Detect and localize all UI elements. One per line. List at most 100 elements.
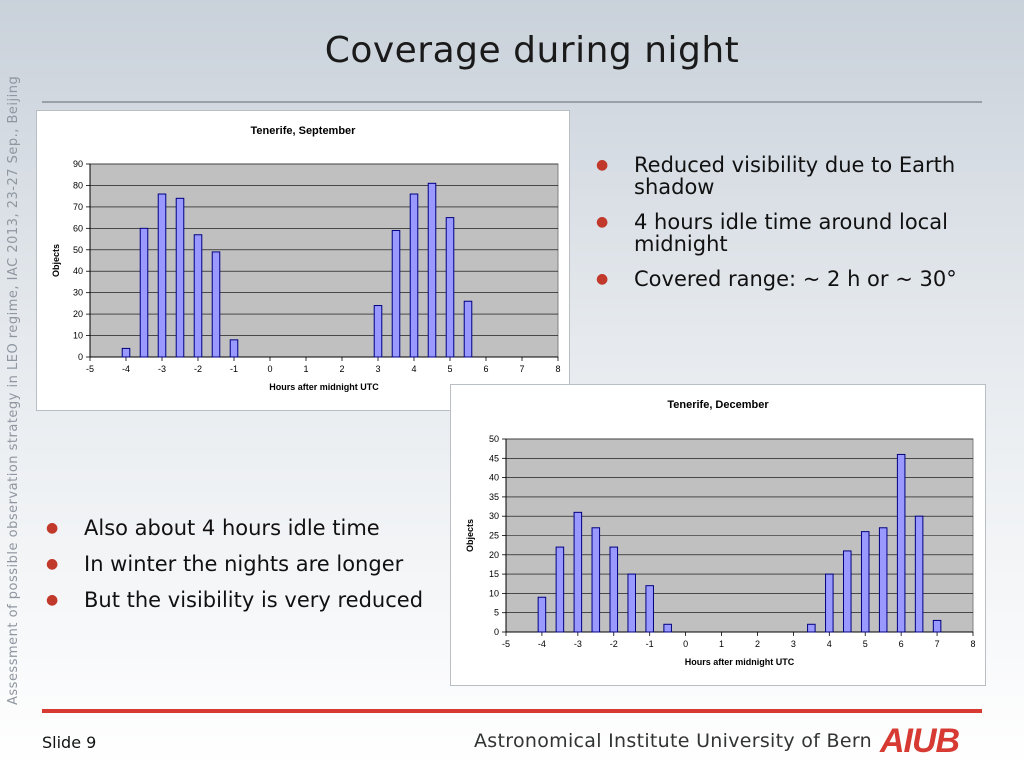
y-tick-label: 70 — [73, 202, 83, 212]
bar — [175, 197, 185, 358]
y-tick-label: 80 — [73, 180, 83, 190]
y-tick-label: 5 — [494, 608, 499, 618]
y-tick-label: 90 — [73, 159, 83, 169]
bullet-item: ● 4 hours idle time around local midnight — [596, 210, 948, 256]
x-tick-label: -4 — [122, 364, 130, 374]
bar — [591, 527, 601, 633]
y-tick-label: 20 — [489, 550, 499, 560]
bar — [645, 585, 654, 633]
institute-name: Astronomical Institute University of Ber… — [474, 730, 872, 752]
bar — [573, 511, 583, 633]
x-tick-label: 3 — [791, 639, 796, 649]
plot-area — [89, 163, 559, 358]
slide-number: Slide 9 — [42, 733, 97, 752]
y-tick-label: 30 — [73, 288, 83, 298]
bar — [463, 300, 473, 358]
x-tick-label: -3 — [574, 639, 582, 649]
x-axis-label: Hours after midnight UTC — [269, 382, 379, 392]
bar — [427, 182, 437, 358]
y-tick-label: 10 — [489, 588, 499, 598]
x-tick-label: 6 — [483, 364, 488, 374]
y-tick-label: 35 — [489, 492, 499, 502]
bullet-dot-icon: ● — [596, 271, 609, 287]
x-tick-label: 5 — [447, 364, 452, 374]
chart-title: Tenerife, December — [667, 399, 769, 411]
bar — [914, 515, 924, 633]
bar — [896, 453, 906, 633]
bullet-item: ● Also about 4 hours idle time — [46, 516, 380, 540]
x-tick-label: -4 — [538, 639, 546, 649]
x-tick-label: 7 — [935, 639, 940, 649]
y-tick-label: 45 — [489, 453, 499, 463]
aiub-logo: AIUB — [880, 722, 960, 760]
x-tick-label: -5 — [86, 364, 94, 374]
y-axis-label: Objects — [51, 244, 61, 277]
bar — [555, 546, 565, 633]
y-tick-label: 30 — [489, 511, 499, 521]
x-axis-label: Hours after midnight UTC — [685, 657, 795, 667]
bar — [409, 193, 419, 358]
bar — [807, 623, 816, 633]
y-tick-label: 50 — [73, 245, 83, 255]
footer-divider — [42, 709, 982, 713]
y-tick-label: 0 — [494, 627, 499, 637]
bar — [373, 305, 383, 358]
bar — [445, 217, 455, 358]
bullet-item: ● Covered range: ~ 2 h or ~ 30° — [596, 267, 957, 291]
y-tick-label: 60 — [73, 223, 83, 233]
x-tick-label: -2 — [610, 639, 618, 649]
x-tick-label: 0 — [267, 364, 272, 374]
y-tick-label: 0 — [78, 352, 83, 362]
chart-december-svg: Tenerife, December05101520253035404550-5… — [465, 399, 976, 667]
y-tick-label: 10 — [73, 331, 83, 341]
title-divider — [42, 101, 982, 103]
bar — [878, 527, 888, 633]
bar — [663, 623, 672, 633]
x-tick-label: 3 — [375, 364, 380, 374]
y-tick-label: 50 — [489, 434, 499, 444]
bar — [157, 193, 167, 358]
x-tick-label: 8 — [970, 639, 975, 649]
x-tick-label: 4 — [411, 364, 416, 374]
right-bullet-list: ● Reduced visibility due to Earth shadow … — [596, 154, 991, 303]
y-tick-label: 20 — [73, 309, 83, 319]
bar — [391, 229, 401, 358]
chart-september: Tenerife, September 0 10 20 30 40 50 60 70 80 90 -5… — [36, 110, 570, 411]
x-tick-label: -3 — [158, 364, 166, 374]
y-tick-label: 40 — [73, 266, 83, 276]
bar — [193, 234, 203, 358]
chart-title: Tenerife, September — [251, 125, 357, 137]
side-caption: Assessment of possible observation strat… — [6, 75, 21, 705]
bar — [211, 251, 221, 358]
bar — [139, 227, 149, 358]
bullet-dot-icon: ● — [596, 214, 609, 230]
bar — [842, 550, 852, 633]
bar — [627, 573, 637, 633]
bullet-item: ● Reduced visibility due to Earth shadow — [596, 153, 956, 199]
x-tick-label: 1 — [719, 639, 724, 649]
y-axis-label: Objects — [465, 519, 475, 552]
bar — [229, 339, 239, 358]
bullet-item: ● But the visibility is very reduced — [46, 588, 424, 612]
bullet-dot-icon: ● — [596, 157, 609, 173]
x-tick-label: 6 — [899, 639, 904, 649]
chart-december: Tenerife, December 0 5 10 15 20 25 30 35 40 45 50 -5… — [450, 384, 986, 686]
x-tick-label: 7 — [519, 364, 524, 374]
x-tick-label: 8 — [555, 364, 560, 374]
x-tick-label: 4 — [827, 639, 832, 649]
x-tick-label: -2 — [194, 364, 202, 374]
bar — [860, 531, 870, 633]
x-tick-label: -5 — [502, 639, 510, 649]
bullet-item: ● In winter the nights are longer — [46, 552, 404, 576]
x-tick-label: 2 — [755, 639, 760, 649]
bar — [932, 619, 942, 633]
y-tick-label: 40 — [489, 473, 499, 483]
left-bullet-list: ● Also about 4 hours idle time ● In winter… — [46, 516, 446, 624]
x-tick-label: 2 — [339, 364, 344, 374]
bullet-dot-icon: ● — [46, 520, 59, 536]
chart-september-svg: Tenerife, September0102030405060708090-5… — [51, 125, 561, 392]
bar — [121, 347, 131, 358]
x-tick-label: 1 — [303, 364, 308, 374]
bullet-dot-icon: ● — [46, 556, 59, 572]
slide-title: Coverage during night — [324, 30, 740, 71]
